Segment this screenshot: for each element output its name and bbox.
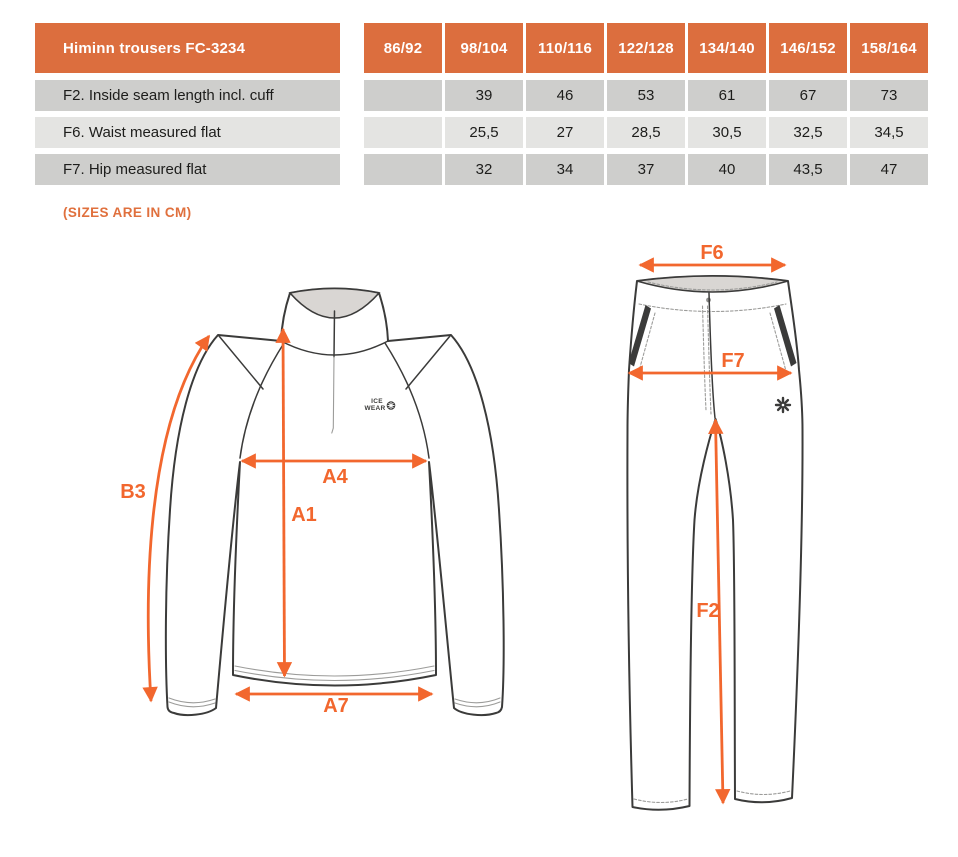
row-label: F6. Waist measured flat <box>35 117 340 148</box>
snowflake-icon <box>386 401 396 410</box>
table-cell: 73 <box>850 80 928 111</box>
column-header: 86/92 <box>364 23 442 73</box>
table-row: F2. Inside seam length incl. cuff 39 46 … <box>35 80 928 111</box>
cuff-stitch-left <box>168 701 216 708</box>
row-label: F7. Hip measured flat <box>35 154 340 185</box>
cuff-stitch-right <box>454 697 501 704</box>
table-cell: 37 <box>607 154 685 185</box>
table-cell: 61 <box>688 80 766 111</box>
measure-label-f2: F2 <box>696 600 719 622</box>
column-header: 98/104 <box>445 23 523 73</box>
pocket-left <box>628 305 651 367</box>
leg-hem-stitch-right <box>736 790 791 796</box>
waist-opening-stitch <box>647 281 778 291</box>
table-cell: 40 <box>688 154 766 185</box>
table-cell: 34 <box>526 154 604 185</box>
hem-stitch <box>234 669 435 682</box>
table-cell: 46 <box>526 80 604 111</box>
pocket-stitch-left <box>638 312 656 372</box>
measure-label-f7: F7 <box>721 350 744 372</box>
column-header: 134/140 <box>688 23 766 73</box>
column-header: 122/128 <box>607 23 685 73</box>
table-cell <box>364 117 442 148</box>
table-cell: 30,5 <box>688 117 766 148</box>
measure-arrow-a1 <box>275 327 293 678</box>
table-cell: 43,5 <box>769 154 847 185</box>
pocket-right <box>774 305 797 367</box>
measure-label-a4: A4 <box>322 466 348 488</box>
table-cell: 47 <box>850 154 928 185</box>
table-cell: 53 <box>607 80 685 111</box>
measure-label-b3: B3 <box>120 481 146 503</box>
raglan-seam-right <box>384 342 430 459</box>
table-cell: 67 <box>769 80 847 111</box>
snowflake-icon <box>774 396 792 414</box>
row-label: F2. Inside seam length incl. cuff <box>35 80 340 111</box>
measure-label-a1: A1 <box>291 504 317 526</box>
column-header: 158/164 <box>850 23 928 73</box>
table-cell: 25,5 <box>445 117 523 148</box>
hem-stitch <box>234 665 435 677</box>
brand-logo: ICE WEAR <box>364 398 396 412</box>
cuff-stitch-right <box>454 701 501 708</box>
measure-label-a7: A7 <box>323 695 349 717</box>
shoulder-seam-right <box>405 335 451 390</box>
table-cell: 39 <box>445 80 523 111</box>
measure-arrow-f2 <box>708 418 731 805</box>
trousers-outline <box>626 275 804 811</box>
table-cell <box>364 80 442 111</box>
waist-opening <box>636 275 789 293</box>
column-header: 146/152 <box>769 23 847 73</box>
table-title: Himinn trousers FC-3234 <box>35 23 340 73</box>
collar-opening <box>288 287 381 319</box>
shirt-diagram: ICE WEAR B3 A4 A1 A7 <box>120 287 505 717</box>
measure-arrow-b3 <box>142 334 211 703</box>
waistband-stitch <box>638 303 787 313</box>
fly-stitch <box>706 305 712 415</box>
zipper-lower-line <box>331 356 335 434</box>
table-cell: 27 <box>526 117 604 148</box>
table-cell: 32,5 <box>769 117 847 148</box>
center-front-seam <box>708 292 716 419</box>
zipper-line <box>333 310 336 358</box>
leg-hem-stitch-left <box>633 798 689 804</box>
table-row: F7. Hip measured flat 32 34 37 40 43,5 4… <box>35 154 928 185</box>
table-cell: 32 <box>445 154 523 185</box>
trousers-diagram: F6 F7 F2 <box>626 242 804 811</box>
measure-label-f6: F6 <box>700 242 723 264</box>
sizes-note: (SIZES ARE IN CM) <box>63 205 192 220</box>
table-header-row: Himinn trousers FC-3234 86/92 98/104 110… <box>35 23 928 73</box>
column-header: 110/116 <box>526 23 604 73</box>
pocket-stitch-right <box>769 312 787 372</box>
table-cell: 28,5 <box>607 117 685 148</box>
shoulder-seam-left <box>218 335 264 390</box>
table-row: F6. Waist measured flat 25,5 27 28,5 30,… <box>35 117 928 148</box>
table-cell <box>364 154 442 185</box>
table-cell: 34,5 <box>850 117 928 148</box>
logo-text-line2: WEAR <box>364 405 385 412</box>
fly-stitch <box>701 305 707 411</box>
size-table: Himinn trousers FC-3234 86/92 98/104 110… <box>35 23 928 191</box>
logo-text-line1: ICE <box>371 398 383 405</box>
